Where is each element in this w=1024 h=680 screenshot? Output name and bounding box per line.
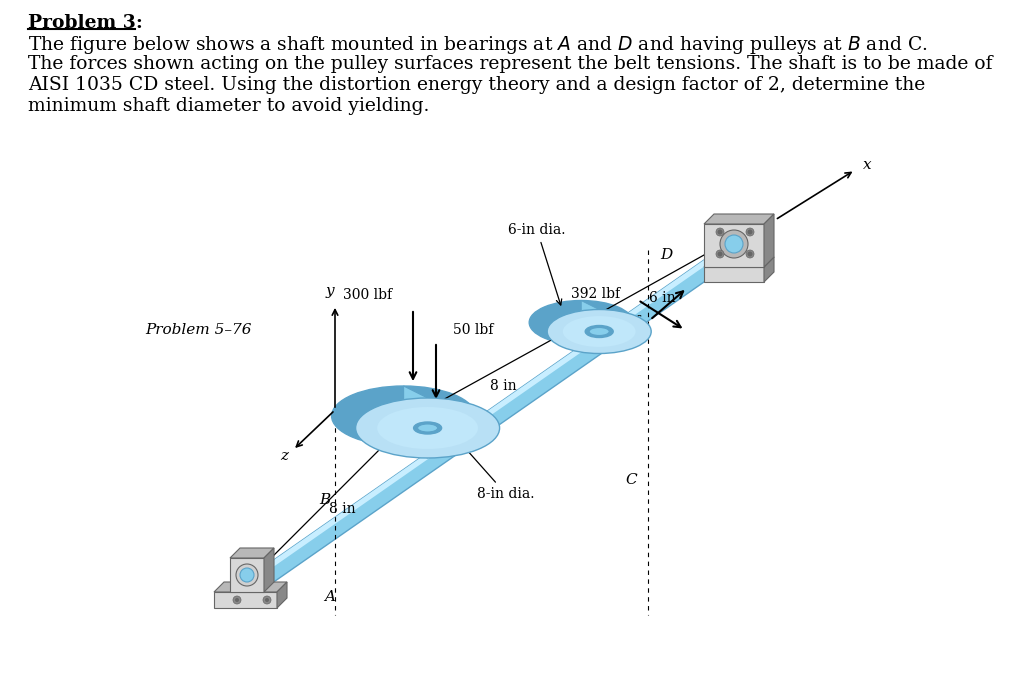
Text: y: y — [326, 284, 334, 298]
Ellipse shape — [563, 316, 636, 347]
Ellipse shape — [377, 407, 478, 449]
Circle shape — [716, 250, 724, 258]
Text: 8 in: 8 in — [329, 502, 355, 516]
Ellipse shape — [725, 235, 743, 253]
Text: 59 lbf: 59 lbf — [600, 315, 640, 329]
Ellipse shape — [418, 424, 437, 432]
Text: Problem 3:: Problem 3: — [28, 14, 143, 32]
Polygon shape — [403, 386, 428, 458]
Ellipse shape — [529, 301, 633, 345]
Circle shape — [746, 250, 754, 258]
Circle shape — [718, 230, 723, 235]
Polygon shape — [764, 214, 774, 267]
Polygon shape — [705, 214, 774, 224]
Text: A: A — [325, 590, 336, 604]
Circle shape — [718, 252, 723, 256]
Ellipse shape — [355, 398, 500, 458]
Text: 6-in dia.: 6-in dia. — [508, 223, 565, 305]
Polygon shape — [764, 257, 774, 282]
Ellipse shape — [720, 230, 748, 258]
Text: 300 lbf: 300 lbf — [343, 288, 392, 302]
Polygon shape — [263, 241, 742, 582]
Ellipse shape — [589, 328, 609, 335]
Ellipse shape — [236, 564, 258, 586]
Text: 8-in dia.: 8-in dia. — [461, 443, 535, 501]
Text: The figure below shows a shaft mounted in bearings at $A$ and $D$ and having pul: The figure below shows a shaft mounted i… — [28, 34, 928, 56]
Circle shape — [716, 228, 724, 236]
Ellipse shape — [240, 568, 254, 582]
Circle shape — [748, 230, 753, 235]
Circle shape — [748, 252, 753, 256]
Polygon shape — [582, 301, 599, 354]
Text: AISI 1035 CD steel. Using the distortion energy theory and a design factor of 2,: AISI 1035 CD steel. Using the distortion… — [28, 76, 926, 94]
Circle shape — [746, 228, 754, 236]
Circle shape — [233, 596, 241, 604]
Circle shape — [263, 596, 271, 604]
Polygon shape — [278, 582, 287, 608]
Polygon shape — [705, 267, 764, 282]
Polygon shape — [263, 241, 735, 572]
Polygon shape — [230, 548, 274, 558]
Ellipse shape — [547, 309, 651, 354]
Text: 392 lbf: 392 lbf — [570, 287, 620, 301]
Text: 50 lbf: 50 lbf — [453, 323, 494, 337]
Ellipse shape — [414, 422, 441, 434]
Text: The forces shown acting on the pulley surfaces represent the belt tensions. The : The forces shown acting on the pulley su… — [28, 55, 992, 73]
Polygon shape — [214, 592, 278, 608]
Text: 6 in: 6 in — [649, 291, 676, 305]
Circle shape — [234, 598, 239, 602]
Ellipse shape — [585, 326, 613, 337]
Text: 8 in: 8 in — [489, 379, 516, 393]
Polygon shape — [705, 224, 764, 267]
Text: x: x — [863, 158, 871, 172]
Polygon shape — [230, 558, 264, 592]
Text: minimum shaft diameter to avoid yielding.: minimum shaft diameter to avoid yielding… — [28, 97, 429, 115]
Text: C: C — [626, 473, 637, 487]
Polygon shape — [705, 257, 774, 267]
Text: D: D — [660, 248, 672, 262]
Circle shape — [265, 598, 269, 602]
Ellipse shape — [332, 386, 475, 446]
Text: Problem 5–76: Problem 5–76 — [145, 323, 252, 337]
Text: z: z — [280, 449, 288, 463]
Text: B: B — [318, 493, 330, 507]
Polygon shape — [214, 582, 287, 592]
Polygon shape — [264, 548, 274, 592]
